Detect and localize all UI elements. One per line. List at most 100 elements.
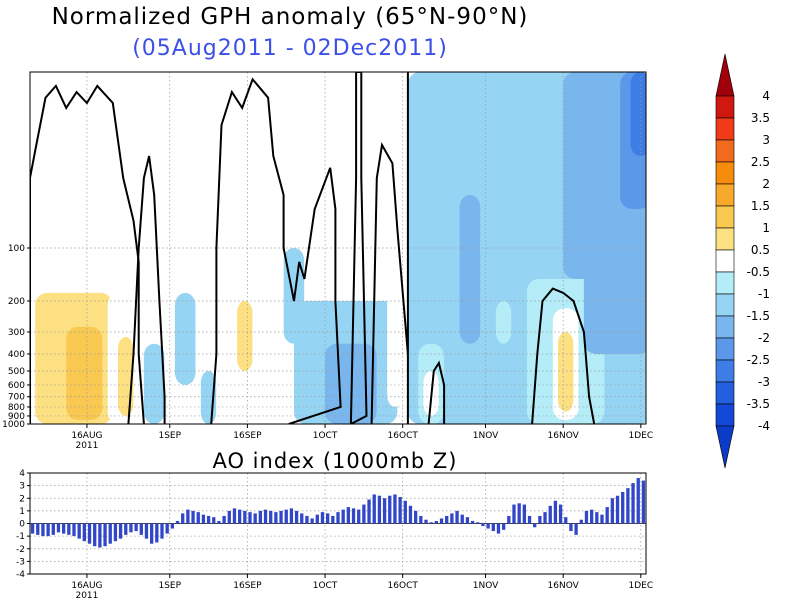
ao-bar (320, 512, 325, 524)
ao-bar (584, 510, 589, 524)
ao-bar (460, 514, 464, 524)
ao-bar (165, 523, 169, 534)
colorbar-label-4: 2 (762, 177, 770, 191)
ao-bar (605, 507, 609, 524)
ao-x-tick-label-7: 1DEC (629, 581, 654, 591)
ao-bar (465, 517, 470, 524)
ao-bar (284, 509, 288, 524)
ao-bar (212, 517, 216, 524)
ao-bar (626, 488, 630, 524)
ao-chart-title: AO index (1000mb Z) (212, 449, 458, 473)
ao-bar (186, 509, 190, 524)
colorbar-label-9: -1 (758, 287, 770, 301)
ao-bar (641, 480, 646, 524)
ao-bar (434, 520, 439, 524)
ao-bar (227, 510, 231, 524)
ao-bar (522, 504, 527, 524)
ao-bar (579, 519, 583, 524)
ao-bar (263, 509, 268, 524)
ao-bar (134, 523, 138, 532)
zero-contour-5 (427, 360, 446, 424)
ao-bar (589, 509, 594, 524)
ao-bar (129, 523, 133, 533)
ao-bar (93, 523, 97, 547)
ao-y-tick-label-8: -4 (16, 570, 25, 580)
ao-bar (170, 523, 175, 529)
ao-bar (491, 523, 495, 532)
ao-bar (175, 520, 180, 524)
colorbar-label-1: 3.5 (751, 111, 770, 125)
gph-y-tick-label-7: 800 (8, 403, 25, 413)
anomaly-patch-9 (237, 300, 253, 372)
ao-y-tick-label-0: 4 (19, 469, 25, 479)
ao-bar (574, 523, 578, 535)
ao-bar (72, 523, 76, 537)
ao-bar (476, 522, 480, 524)
ao-bar (429, 522, 433, 524)
ao-bar (51, 523, 55, 535)
ao-bar (507, 515, 511, 524)
ao-bar (357, 509, 361, 524)
ao-bar (341, 509, 345, 524)
ao-y-tick-label-4: 0 (19, 520, 25, 530)
gph-x-tick-label-4: 16OCT (388, 431, 419, 441)
ao-bar (403, 500, 407, 524)
ao-bar (569, 523, 573, 532)
ao-bar (331, 515, 335, 524)
ao-bar (294, 510, 299, 524)
ao-bar (393, 494, 397, 524)
ao-x-tick-label-4: 16OCT (388, 581, 419, 591)
zero-contours (30, 72, 596, 424)
colorbar-label-10: -1.5 (747, 309, 770, 323)
ao-bar (124, 523, 128, 535)
ao-bar (636, 478, 640, 524)
ao-bar (600, 514, 604, 524)
ao-x-tick-label-6: 16NOV (548, 581, 580, 591)
ao-bar (419, 515, 423, 524)
ao-bar (413, 510, 418, 524)
gph-x-tick-label-7: 1DEC (629, 431, 654, 441)
ao-bar (191, 510, 195, 524)
ao-bar (450, 513, 454, 524)
gph-y-tick-label-6: 700 (8, 393, 25, 403)
gph-x-tick-label-2: 16SEP (233, 431, 262, 441)
colorbar-label-2: 3 (762, 133, 770, 147)
colorbar-top-arrow (715, 53, 735, 97)
chart-subtitle: (05Aug2011 - 02Dec2011) (132, 36, 448, 61)
ao-bar (445, 515, 449, 524)
colorbar-segment-3 (715, 139, 735, 163)
colorbar-segment-5 (715, 183, 735, 207)
anomaly-patch-21 (558, 331, 574, 412)
ao-bar (36, 523, 40, 535)
anomaly-patch-13 (387, 283, 403, 407)
ao-bars (30, 478, 671, 548)
anomaly-patch-25 (630, 72, 646, 156)
anomaly-patch-17 (459, 195, 481, 344)
gph-y-tick-label-0: 100 (8, 244, 25, 254)
ao-bar (346, 507, 351, 524)
ao-bar (310, 518, 314, 524)
ao-bar (325, 513, 330, 524)
ao-bar (372, 494, 376, 524)
ao-bar (543, 512, 547, 524)
ao-bar (258, 510, 263, 524)
gph-y-tick-label-3: 400 (8, 350, 25, 360)
ao-x-tick-label-5: 1NOV (473, 581, 499, 591)
ao-bar (61, 523, 66, 534)
anomaly-patch-6 (174, 292, 196, 385)
ao-bar (336, 512, 340, 524)
ao-bar (668, 484, 671, 523)
ao-bar (46, 523, 50, 537)
ao-bar (289, 508, 294, 524)
ao-bar (196, 512, 200, 524)
ao-bar (481, 523, 485, 527)
ao-bar (87, 523, 92, 544)
ao-bar (56, 523, 61, 533)
gph-grid (30, 72, 646, 425)
ao-x-tick-sublabel-0: 2011 (75, 591, 98, 600)
anomaly-patch-2 (66, 326, 103, 421)
